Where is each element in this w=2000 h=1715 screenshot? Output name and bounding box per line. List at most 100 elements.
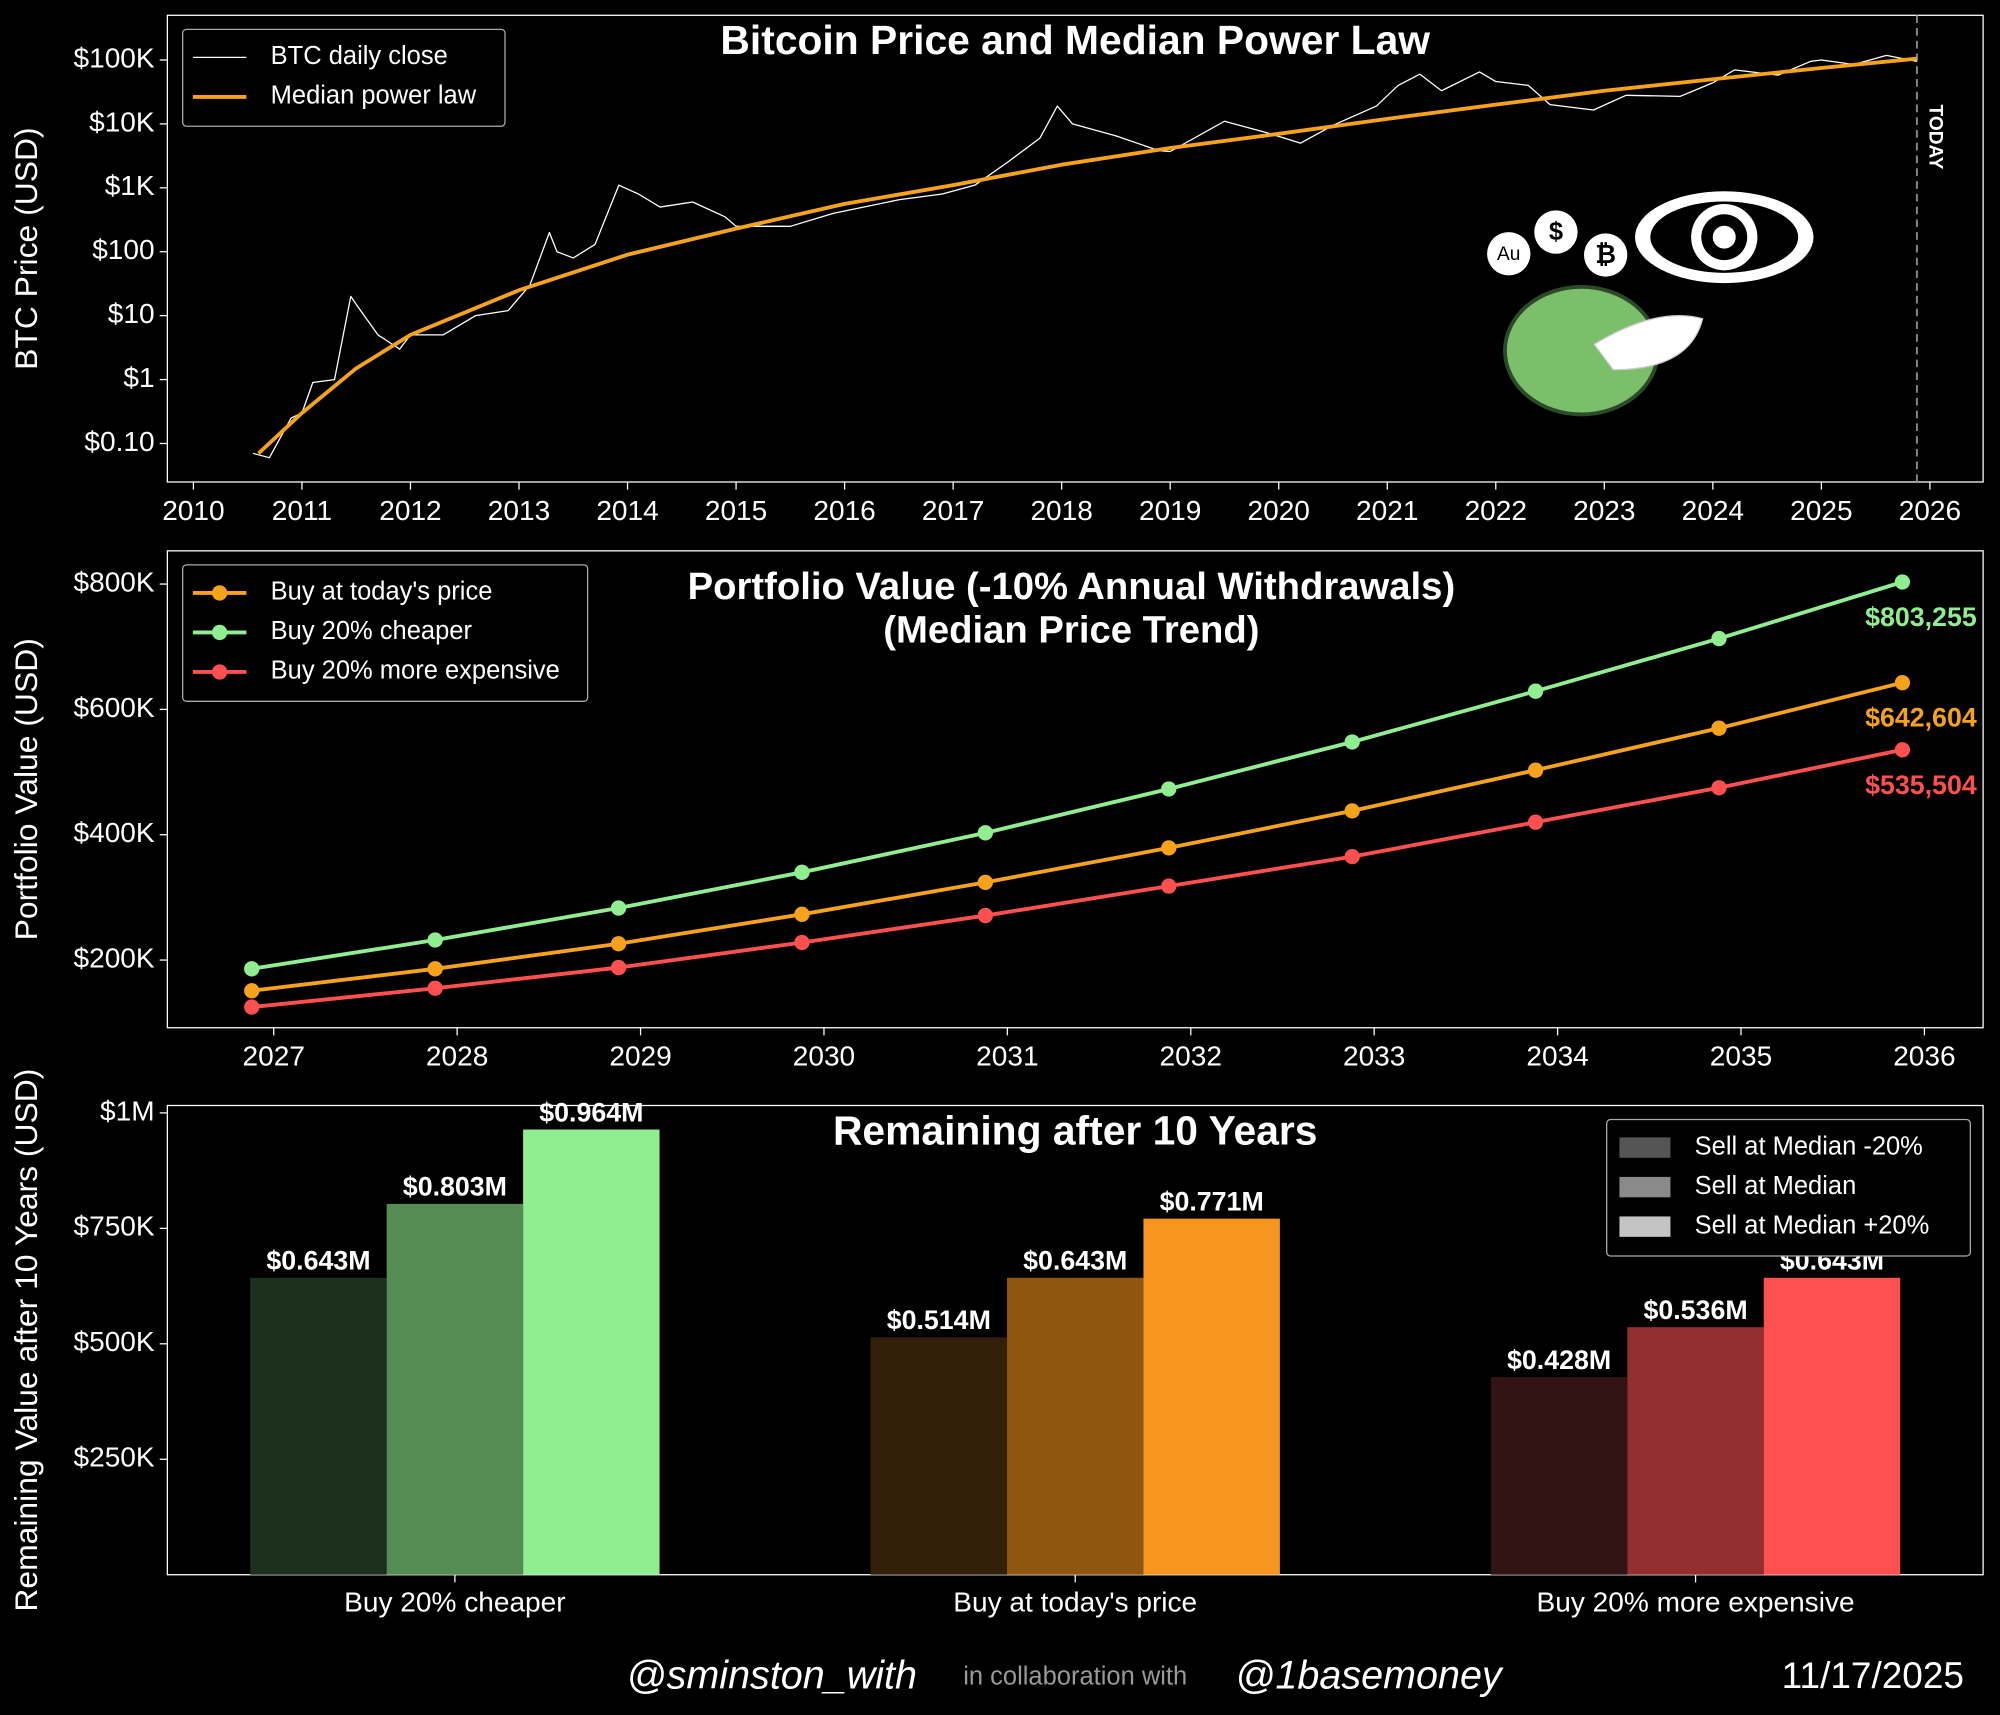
y-tick-label: $10K [89, 106, 155, 137]
point [610, 900, 627, 916]
x-tick-label: 2010 [162, 495, 224, 526]
x-tick-label: 2031 [976, 1041, 1038, 1072]
value-label: $642,604 [1865, 703, 1977, 733]
legend-box [182, 28, 506, 127]
series-line [251, 747, 1903, 1009]
x-tick-label: 2029 [609, 1041, 671, 1072]
series-line [257, 56, 1918, 455]
y-axis-label: Portfolio Value (USD) [8, 638, 44, 940]
value-label: $0.771M [1160, 1186, 1264, 1216]
y-tick-label: $400K [74, 817, 155, 848]
series-line [251, 580, 1903, 971]
x-tick-label: 2026 [1899, 495, 1961, 526]
value-label: $0.428M [1507, 1345, 1611, 1375]
x-tick-label: 2015 [705, 495, 767, 526]
point [1711, 630, 1727, 647]
bar [523, 1129, 660, 1575]
legend: BTC daily close Median power law [182, 28, 506, 127]
bar [386, 1203, 524, 1575]
x-tick-label: 2024 [1682, 495, 1744, 526]
x-tick-label: 2027 [243, 1041, 305, 1072]
x-tick-label: 2030 [793, 1041, 855, 1072]
point [794, 864, 810, 880]
point [1527, 683, 1544, 699]
legend-marker [211, 585, 228, 601]
point [1161, 878, 1177, 894]
point [1161, 840, 1177, 856]
point [610, 959, 627, 976]
legend-label: Buy at today's price [271, 578, 493, 606]
y-axis-label: Remaining Value after 10 Years (USD) [8, 1069, 44, 1612]
y-tick-label: $100K [74, 42, 155, 73]
svg-text:Au: Au [1497, 244, 1520, 265]
point [244, 961, 260, 977]
x-tick-label: 2023 [1573, 495, 1635, 526]
value-label: $0.643M [266, 1246, 370, 1276]
chart-subtitle: (Median Price Trend) [883, 609, 1259, 652]
footer-date: 11/17/2025 [1782, 1655, 1964, 1696]
value-label: $803,255 [1865, 602, 1977, 632]
legend-swatch [1619, 1216, 1671, 1237]
x-tick-label: 2019 [1139, 495, 1201, 526]
point [427, 980, 443, 996]
footer-handle: @sminston_with [627, 1653, 917, 1697]
chart-title: Portfolio Value (-10% Annual Withdrawals… [688, 565, 1456, 608]
y-axis-label: BTC Price (USD) [8, 127, 44, 369]
point [1527, 814, 1544, 830]
x-tick-label: 2032 [1160, 1041, 1222, 1072]
value-label: $0.803M [403, 1172, 507, 1202]
legend-label: BTC daily close [271, 42, 448, 70]
x-tick-label: 2014 [596, 495, 658, 526]
y-tick-label: $10 [108, 298, 155, 329]
y-tick-label: $500K [74, 1326, 155, 1357]
x-tick-label: 2018 [1030, 495, 1092, 526]
point [427, 961, 443, 977]
point [977, 874, 994, 890]
x-tick-label: 2012 [379, 495, 441, 526]
point [794, 934, 810, 951]
x-tick-label: Buy 20% cheaper [344, 1586, 565, 1617]
point [1161, 781, 1177, 797]
value-label: $0.514M [887, 1305, 991, 1335]
y-tick-label: $100 [92, 234, 154, 265]
value-label: $0.536M [1643, 1295, 1747, 1325]
value-label: $0.964M [539, 1097, 643, 1127]
x-tick-label: 2035 [1710, 1041, 1772, 1072]
legend-label: Buy 20% more expensive [271, 657, 560, 685]
bar [1627, 1327, 1764, 1575]
point [1711, 780, 1727, 796]
y-tick-label: $750K [74, 1211, 155, 1242]
footer-partner: @1basemoney [1235, 1653, 1504, 1697]
bar [1143, 1218, 1280, 1575]
y-tick-label: $800K [74, 566, 155, 597]
legend-label: Median power law [271, 82, 477, 110]
bar [1007, 1277, 1144, 1575]
legend-label: Buy 20% cheaper [271, 617, 473, 645]
bar [1763, 1277, 1901, 1575]
x-tick-label: Buy at today's price [953, 1586, 1197, 1617]
x-tick-label: 2020 [1248, 495, 1310, 526]
y-tick-label: $0.10 [84, 426, 154, 457]
point [1711, 720, 1727, 736]
y-tick-label: $250K [74, 1442, 155, 1473]
y-tick-label: $1 [123, 362, 154, 393]
point [1894, 742, 1911, 758]
point [427, 932, 443, 948]
x-tick-label: Buy 20% more expensive [1537, 1586, 1855, 1617]
x-tick-label: 2025 [1790, 495, 1852, 526]
point [794, 906, 810, 922]
x-tick-label: 2028 [426, 1041, 488, 1072]
y-tick-label: $600K [74, 692, 155, 723]
point [977, 907, 994, 924]
series-line [251, 680, 1903, 993]
today-label: TODAY [1925, 105, 1946, 170]
legend-marker [211, 624, 228, 641]
svg-text:₿: ₿ [1595, 241, 1616, 269]
point [1527, 762, 1544, 778]
point [1344, 848, 1360, 865]
plot-frame [166, 14, 1984, 483]
value-label: $0.643M [1023, 1246, 1127, 1276]
x-tick-label: 2036 [1893, 1041, 1955, 1072]
legend-swatch [1619, 1176, 1671, 1198]
